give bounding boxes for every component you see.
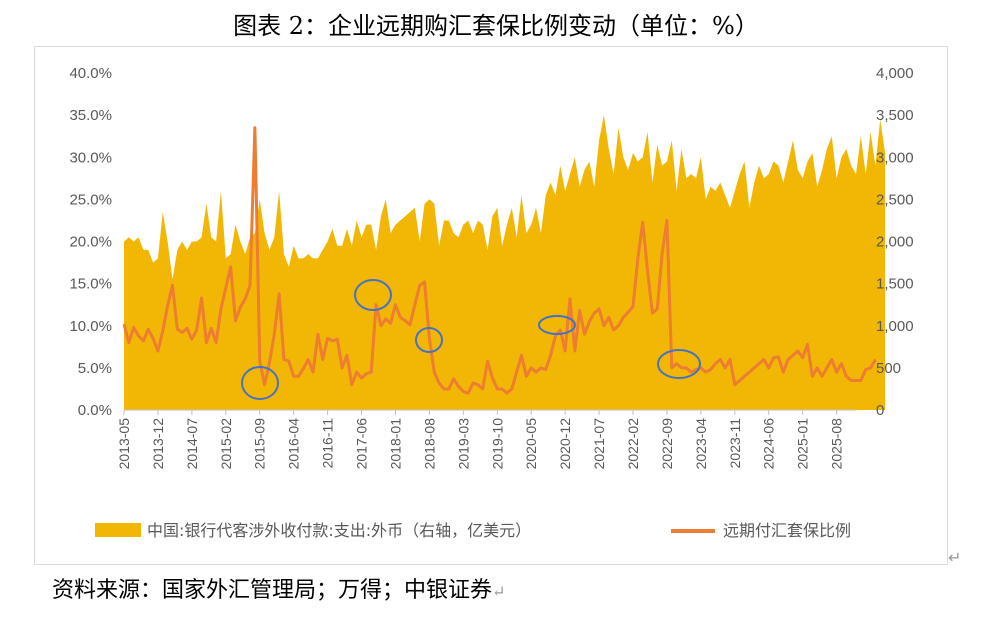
left-axis-tick-label: 25.0% [69, 191, 112, 208]
right-axis-tick-label: 2,500 [876, 191, 914, 208]
x-tick-label: 2015-02 [218, 418, 234, 470]
right-axis-tick-label: 0 [876, 402, 884, 419]
right-axis-tick-label: 1,000 [876, 318, 914, 335]
right-axis-tick-label: 500 [876, 360, 901, 377]
highlight-circle [241, 366, 279, 400]
source-note: 资料来源：国家外汇管理局；万得；中银证券↵ [52, 572, 505, 604]
figure-title: 图表 2：企业远期购汇套保比例变动（单位：%） [233, 12, 759, 40]
right-axis-tick-label: 3,000 [876, 149, 914, 166]
chart-svg: 2013-05 2013-12 2014-07 2015-02 2015-09 2016-… [69, 65, 914, 540]
return-mark: ↵ [948, 548, 962, 567]
line-series-hedge-ratio [122, 126, 877, 395]
x-tick-label: 2022-02 [625, 418, 641, 470]
left-axis-tick-label: 40.0% [69, 65, 112, 82]
highlight-circle [354, 279, 392, 311]
right-axis-tick-label: 1,500 [876, 276, 914, 293]
x-tick-label: 2015-09 [252, 418, 268, 470]
x-tick-label: 2020-12 [557, 418, 573, 470]
x-tick-label: 2025-08 [829, 418, 845, 470]
legend-swatch-area [95, 523, 141, 537]
left-axis-tick-label: 5.0% [78, 360, 112, 377]
legend-label-line: 远期付汇套保比例 [723, 521, 851, 540]
x-tick-label: 2019-03 [455, 418, 471, 470]
x-tick-label: 2018-08 [421, 418, 437, 470]
x-tick-label: 2018-01 [387, 418, 403, 470]
right-axis-tick-label: 3,500 [876, 107, 914, 124]
left-axis-tick-label: 35.0% [69, 107, 112, 124]
left-axis-tick-label: 30.0% [69, 149, 112, 166]
right-axis-tick-label: 2,000 [876, 234, 914, 251]
area-series-outflow [124, 115, 886, 410]
x-tick-label: 2013-05 [116, 418, 132, 470]
x-tick-label: 2013-12 [150, 418, 166, 470]
highlight-circle [657, 349, 701, 379]
left-axis-tick-label: 15.0% [69, 276, 112, 293]
return-mark: ↵ [492, 582, 506, 601]
x-tick-label: 2023-04 [693, 418, 709, 470]
x-tick-label: 2023-11 [727, 418, 743, 469]
x-tick-label: 2016-04 [286, 418, 302, 470]
x-tick-label: 2025-01 [795, 418, 811, 470]
left-axis-tick-label: 0.0% [78, 402, 112, 419]
right-axis-tick-label: 4,000 [876, 65, 914, 82]
x-tick-label: 2014-07 [184, 418, 200, 470]
left-axis-tick-label: 10.0% [69, 318, 112, 335]
source-text: 资料来源：国家外汇管理局；万得；中银证券 [52, 578, 493, 603]
highlight-circle [415, 327, 443, 353]
chart-frame: 2013-05 2013-12 2014-07 2015-02 2015-09 2016-… [34, 46, 948, 565]
x-tick-label: 2021-07 [591, 418, 607, 470]
x-tick-label: 2017-06 [354, 418, 370, 470]
x-tick-label: 2024-06 [761, 418, 777, 470]
legend-label-area: 中国:银行代客涉外收付款:支出:外币（右轴，亿美元） [147, 521, 531, 540]
x-tick-label: 2016-11 [320, 418, 336, 469]
left-axis-tick-label: 20.0% [69, 234, 112, 251]
highlight-circle [538, 315, 576, 335]
x-tick-label: 2020-05 [523, 418, 539, 470]
x-tick-label: 2019-10 [489, 418, 505, 470]
x-tick-label: 2022-09 [659, 418, 675, 470]
